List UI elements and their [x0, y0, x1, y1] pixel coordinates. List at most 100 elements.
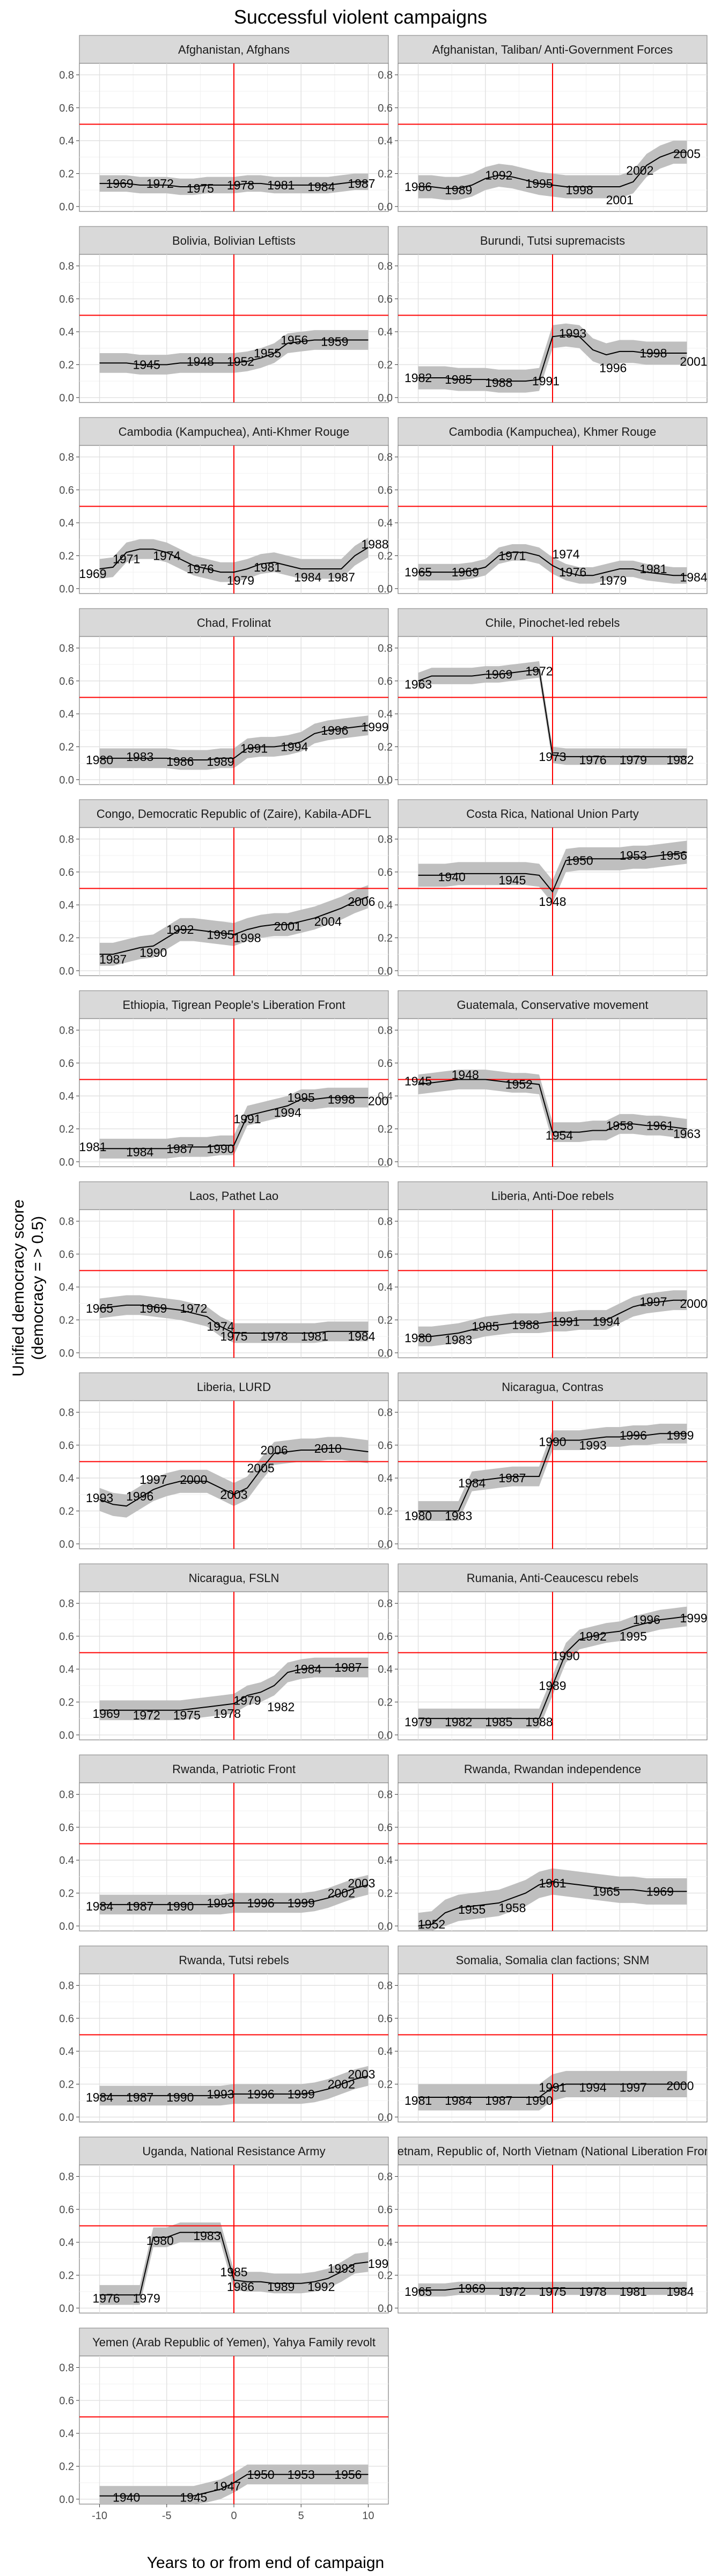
facet-strip: [398, 1945, 708, 1974]
y-tick-label: 0.6: [59, 103, 74, 114]
y-tick-label: 0.8: [59, 451, 74, 463]
y-tick-label: 0.4: [59, 2237, 74, 2249]
year-label: 1990: [525, 2094, 553, 2107]
y-tick-label: 0.2: [59, 1314, 74, 1326]
y-tick-label: 0.2: [59, 741, 74, 753]
year-label: 1992: [579, 1629, 607, 1643]
facet-strip: [398, 1181, 708, 1210]
year-label: 1985: [472, 1320, 499, 1334]
year-label: 1999: [680, 1611, 707, 1625]
facet-panel: Nicaragua, Contras 1980 1983 1984 1987 1990 19…: [378, 1372, 708, 1550]
year-label: 2000: [680, 1297, 707, 1311]
facet-panel: Somalia, Somalia clan factions; SNM 1981 1…: [378, 1945, 708, 2124]
year-label: 1975: [220, 1329, 247, 1343]
y-tick-label: 0.8: [59, 1789, 74, 1801]
y-tick-label: 0.8: [378, 1789, 393, 1801]
series-line: [418, 852, 687, 893]
y-tick-label: 0.4: [378, 1282, 393, 1293]
year-label: 1996: [321, 723, 348, 737]
year-label: 1980: [146, 2234, 174, 2248]
year-label: 1988: [361, 537, 388, 551]
year-label: 1994: [593, 1315, 620, 1329]
facet-strip: [79, 1563, 389, 1592]
year-label: 1955: [254, 346, 281, 360]
series-line: [99, 1884, 369, 1905]
facet-panel: Guatemala, Conservative movement 1945 1948…: [378, 990, 708, 1168]
year-label: 2002: [328, 2077, 355, 2091]
y-tick-label: 0.4: [378, 1473, 393, 1484]
year-label: 1950: [566, 853, 593, 867]
y-tick-label: 0.0: [378, 1730, 393, 1741]
confidence-ribbon: [99, 537, 369, 582]
confidence-ribbon: [418, 1868, 687, 1931]
y-axis-label-line2: (democracy = > 0.5): [29, 1216, 47, 1360]
series-line: [418, 1079, 687, 1133]
year-label: 1971: [113, 552, 140, 566]
year-label: 1958: [606, 1118, 634, 1132]
confidence-ribbon: [418, 323, 687, 393]
year-label: 2002: [626, 163, 653, 177]
y-tick-label: 0.4: [59, 1664, 74, 1675]
y-tick-label: 0.8: [378, 1216, 393, 1227]
y-tick-label: 0.8: [378, 1598, 393, 1609]
y-tick-label: 0.4: [59, 1473, 74, 1484]
year-label: 1982: [404, 371, 432, 385]
y-tick-label: 0.4: [59, 1855, 74, 1867]
facet-strip: [398, 1372, 708, 1401]
y-tick-label: 0.8: [378, 833, 393, 845]
year-label: 1940: [438, 870, 466, 884]
series-line: [99, 2473, 369, 2497]
series-line: [418, 334, 687, 382]
y-tick-label: 0.4: [378, 517, 393, 529]
facet-strip-label: Rwanda, Patriotic Front: [172, 1762, 296, 1776]
year-label: 1981: [79, 1140, 106, 1154]
year-label: 1978: [214, 1707, 241, 1721]
series-line: [99, 2231, 369, 2296]
facet-strip-label: Rwanda, Rwandan independence: [464, 1762, 641, 1776]
y-tick-label: 0.0: [378, 1348, 393, 1359]
year-label: 2004: [314, 914, 342, 928]
year-label: 1996: [633, 1613, 660, 1627]
year-label: 1979: [404, 1715, 432, 1729]
y-tick-label: 0.6: [59, 1058, 74, 1070]
facet-strip-label: Cambodia (Kampuchea), Khmer Rouge: [449, 425, 656, 438]
y-tick-label: 0.0: [378, 2303, 393, 2315]
y-tick-label: 0.8: [59, 2171, 74, 2183]
year-label: 1998: [639, 346, 667, 360]
y-tick-label: 0.2: [59, 359, 74, 371]
y-tick-label: 0.6: [378, 1249, 393, 1261]
y-tick-label: 0.4: [378, 708, 393, 720]
year-label: 1989: [445, 183, 472, 197]
y-tick-label: 0.4: [59, 899, 74, 911]
year-label: 1965: [404, 565, 432, 579]
x-tick-label: 0: [231, 2510, 237, 2522]
year-label: 1981: [620, 2285, 647, 2299]
year-label: 1945: [498, 873, 526, 887]
year-label: 1989: [539, 1679, 566, 1693]
year-label: 1998: [328, 1092, 355, 1106]
year-label: 1987: [126, 1899, 153, 1913]
year-label: 1976: [187, 562, 214, 576]
year-label: 1989: [267, 2280, 295, 2294]
year-label: 1989: [207, 755, 234, 769]
y-axis-label-line1: Unified democracy score: [10, 1199, 27, 1377]
year-label: 1959: [321, 335, 348, 349]
year-label: 1956: [660, 848, 687, 862]
y-tick-label: 0.8: [378, 1407, 393, 1418]
facet-strip: [79, 2328, 389, 2357]
series-line: [418, 1616, 687, 1719]
year-label: 1984: [666, 2285, 694, 2299]
y-tick-label: 0.0: [59, 774, 74, 786]
y-tick-label: 0.0: [59, 1921, 74, 1933]
year-label: 1994: [281, 740, 308, 754]
year-label: 1999: [288, 2087, 315, 2101]
year-label: 1950: [247, 2468, 275, 2482]
confidence-ribbon: [99, 715, 369, 770]
year-label: 1972: [525, 664, 553, 678]
facet-strip-label: Nicaragua, FSLN: [189, 1571, 279, 1585]
year-label: 1980: [86, 753, 113, 767]
series-line: [418, 1433, 687, 1512]
y-tick-label: 0.2: [378, 1505, 393, 1517]
series-line: [99, 547, 369, 573]
